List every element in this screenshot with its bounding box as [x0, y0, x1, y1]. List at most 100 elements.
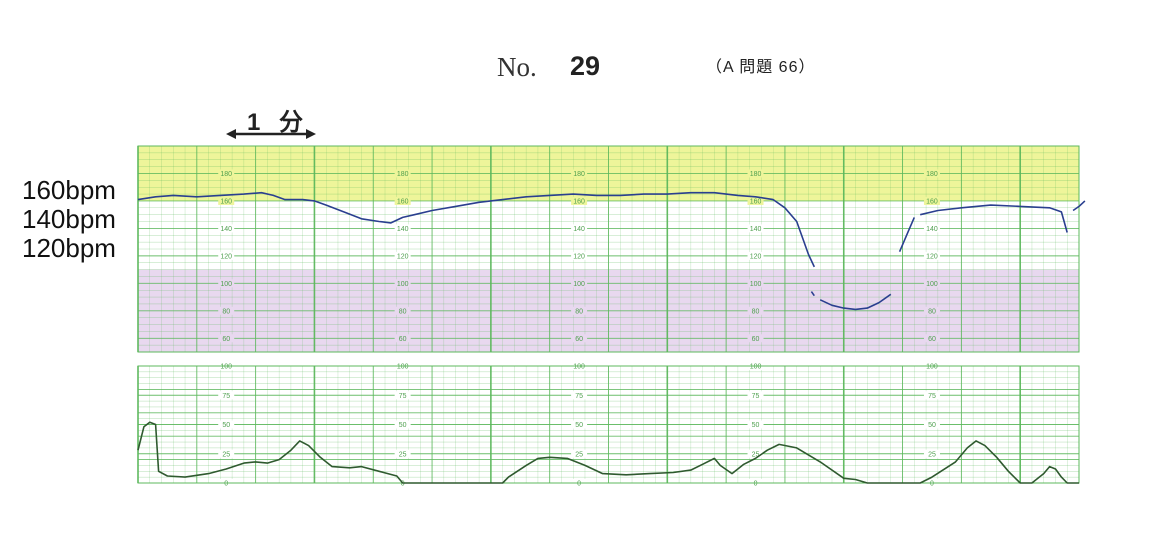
fhr-tick-label: 100 — [397, 281, 409, 288]
fhr-panel: 60 80 100 120 140 160 180 60 80 100 120 140 160 180 60… — [137, 145, 1086, 353]
fhr-tick-bg — [923, 306, 940, 315]
uterine_contraction-tick-label: 0 — [224, 481, 228, 488]
fhr-tick-bg — [747, 169, 764, 178]
record-number-value: 29 — [570, 51, 601, 81]
fhr-tick-bg — [747, 224, 764, 233]
fhr-tick-label: 160 — [220, 198, 232, 205]
fhr-tick-bg — [394, 196, 411, 205]
fhr-tick-label: 140 — [573, 226, 585, 233]
time-scale-arrow — [226, 129, 316, 139]
fhr-tick-bg — [571, 251, 588, 260]
uterine_contraction-tick-bg — [394, 420, 411, 429]
question-reference: （A 問題 66） — [706, 59, 816, 76]
fhr-tick-label: 160 — [397, 198, 409, 205]
time-scale-label: 1 分 — [247, 109, 310, 136]
fhr-tick-bg — [394, 279, 411, 288]
uterine_contraction-tick-bg — [571, 449, 588, 458]
fhr-tick-bg — [218, 224, 235, 233]
uterine_contraction-tick-label: 50 — [575, 422, 583, 429]
uterine_contraction-tick-label: 25 — [928, 451, 936, 458]
uterine_contraction-tick-label: 25 — [222, 451, 230, 458]
fhr-trace — [819, 293, 892, 311]
fhr-tick-label: 180 — [220, 171, 232, 178]
fhr-tick-label: 80 — [575, 308, 583, 315]
uterine_contraction-tick-label: 25 — [575, 451, 583, 458]
fhr-tick-label: 160 — [750, 198, 762, 205]
fhr-tick-bg — [218, 169, 235, 178]
fhr-tick-label: 80 — [399, 308, 407, 315]
fhr-tick-label: 180 — [926, 171, 938, 178]
fhr-tick-label: 160 — [573, 198, 585, 205]
fhr-tick-bg — [394, 169, 411, 178]
uterine_contraction-tick-bg — [747, 420, 764, 429]
fhr-tick-label: 100 — [750, 281, 762, 288]
fhr-trace — [898, 217, 916, 253]
fhr-tick-bg — [571, 334, 588, 343]
uterine_contraction-tick-label: 100 — [397, 364, 409, 371]
fhr-tick-bg — [394, 334, 411, 343]
fhr-tick-bg — [923, 251, 940, 260]
uterine_contraction-tick-bg — [571, 420, 588, 429]
fhr-tick-label: 80 — [752, 308, 760, 315]
uterine_contraction-tick-label: 0 — [930, 481, 934, 488]
uterine_contraction-tick-bg — [394, 391, 411, 400]
fhr-tick-label: 140 — [220, 226, 232, 233]
uterine_contraction-tick-bg — [747, 391, 764, 400]
fhr-tick-bg — [571, 196, 588, 205]
time-scale-arrow-right-head — [306, 129, 316, 139]
fhr-tick-label: 180 — [750, 171, 762, 178]
fhr-tick-bg — [218, 196, 235, 205]
uterine_contraction-tick-label: 75 — [222, 393, 230, 400]
fhr-tick-bg — [218, 306, 235, 315]
fhr-tick-label: 180 — [573, 171, 585, 178]
fhr-tick-bg — [394, 251, 411, 260]
uterine_contraction-tick-label: 75 — [575, 393, 583, 400]
fhr-tick-bg — [923, 279, 940, 288]
fhr-tick-bg — [747, 251, 764, 260]
fhr-tick-bg — [218, 251, 235, 260]
bpm-label-140: 140bpm — [22, 204, 116, 234]
fhr-trace — [1072, 200, 1086, 212]
uterine_contraction-tick-label: 50 — [399, 422, 407, 429]
fhr-tick-label: 140 — [926, 226, 938, 233]
uterine_contraction-tick-bg — [747, 449, 764, 458]
uterine_contraction-panel: 0 25 50 75 100 0 25 50 75 100 0 25 50 75 100 0 25 50 75 100… — [137, 362, 1080, 488]
fhr-tick-bg — [218, 334, 235, 343]
fhr-trace — [137, 191, 816, 268]
uterine_contraction-tick-label: 50 — [222, 422, 230, 429]
uterine_contraction-tick-label: 50 — [928, 422, 936, 429]
fhr-tick-bg — [571, 279, 588, 288]
fhr-tick-label: 60 — [399, 336, 407, 343]
fhr-trace — [810, 291, 815, 297]
fhr-tick-label: 80 — [222, 308, 230, 315]
uterine_contraction-tick-label: 100 — [926, 364, 938, 371]
uterine_contraction-tick-bg — [218, 420, 235, 429]
uterine_contraction-tick-label: 75 — [752, 393, 760, 400]
uterine_contraction-tick-bg — [923, 391, 940, 400]
fhr-trace — [920, 204, 1068, 233]
uterine_contraction-trace — [137, 421, 1079, 484]
uterine_contraction-tick-bg — [923, 449, 940, 458]
fhr-tick-bg — [923, 334, 940, 343]
fhr-tick-bg — [747, 279, 764, 288]
fhr-tick-label: 120 — [397, 253, 409, 260]
fhr-tick-bg — [218, 279, 235, 288]
bpm-label-120: 120bpm — [22, 233, 116, 263]
fhr-tick-bg — [747, 196, 764, 205]
fhr-tick-bg — [571, 169, 588, 178]
fhr-tick-bg — [923, 169, 940, 178]
fhr-tick-label: 100 — [926, 281, 938, 288]
fhr-tick-bg — [747, 306, 764, 315]
uterine_contraction-tick-label: 25 — [399, 451, 407, 458]
uterine_contraction-tick-label: 100 — [750, 364, 762, 371]
uterine_contraction-tick-label: 0 — [754, 481, 758, 488]
uterine_contraction-tick-label: 75 — [928, 393, 936, 400]
uterine_contraction-tick-label: 0 — [577, 481, 581, 488]
uterine_contraction-tick-bg — [218, 391, 235, 400]
fhr-tick-label: 100 — [573, 281, 585, 288]
uterine_contraction-tick-bg — [571, 391, 588, 400]
uterine_contraction-tick-bg — [394, 449, 411, 458]
uterine_contraction-tick-bg — [218, 449, 235, 458]
uterine_contraction-tick-label: 25 — [752, 451, 760, 458]
fhr-tick-label: 60 — [575, 336, 583, 343]
